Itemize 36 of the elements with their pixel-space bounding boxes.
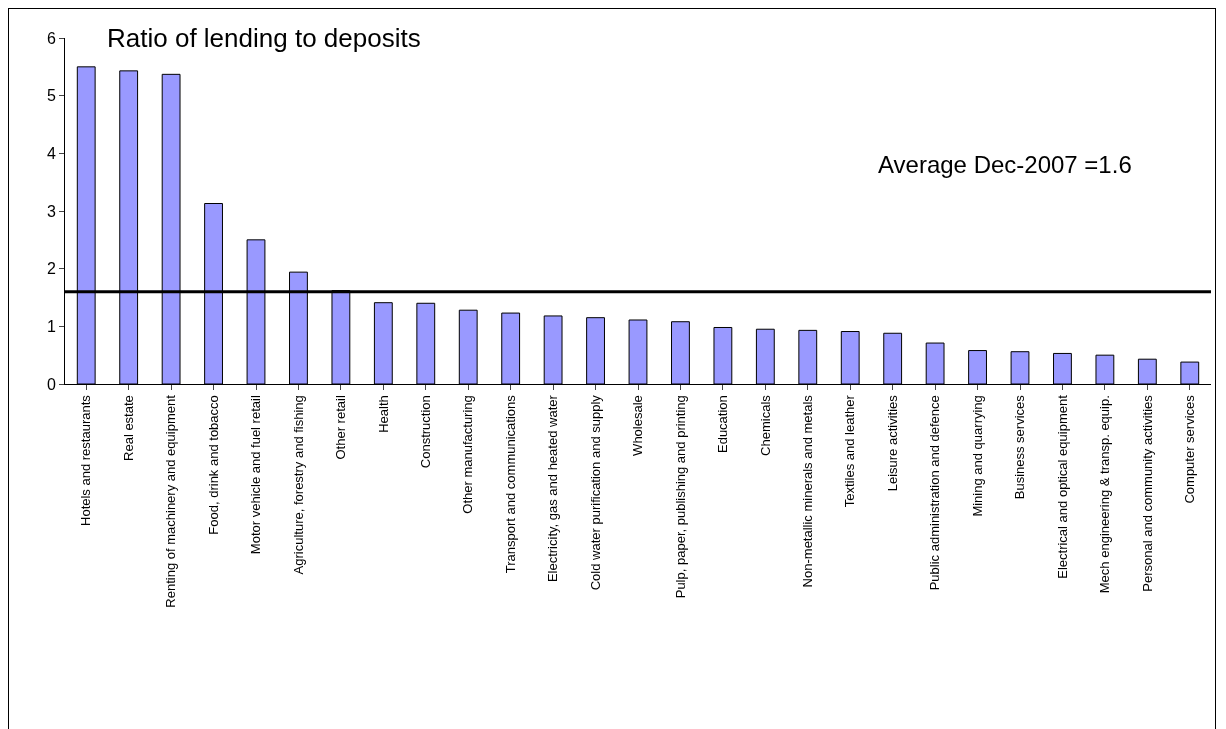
x-tick-label: Health [375, 395, 391, 433]
y-tick-label: 2 [46, 260, 56, 278]
y-tick-label: 6 [46, 29, 56, 47]
x-tick-label: Mining and quarrying [969, 395, 985, 517]
y-tick-label: 5 [46, 87, 56, 105]
x-tick-label: Pulp, paper, publishing and printing [672, 395, 688, 599]
x-tick-label: Public administration and defence [927, 395, 943, 591]
x-tick-label: Wholesale [630, 395, 646, 456]
x-tick-label: Electricity, gas and heated water [545, 394, 561, 583]
x-tick-label: Mech engineering & transp. equip. [1097, 395, 1113, 594]
x-tick-label: Personal and community activities [1139, 394, 1155, 592]
x-tick-label: Transport and communications [502, 394, 518, 574]
x-tick-label: Construction [418, 395, 434, 469]
x-tick-label: Education [715, 395, 731, 454]
y-tick-label: 4 [46, 144, 56, 162]
x-tick-label: Business services [1012, 394, 1028, 500]
ref-line-label: Average Dec-2007 =1.6 [878, 151, 1132, 178]
x-tick-label: Electrical and optical equipment [1054, 394, 1070, 579]
y-tick-label: 3 [46, 202, 56, 220]
x-tick-label: Non-metallic minerals and metals [800, 394, 816, 588]
y-tick-label: 0 [46, 375, 56, 393]
x-tick-label: Textiles and leather [842, 394, 858, 508]
x-tick-label: Agriculture, forestry and fishing [290, 395, 306, 575]
x-tick-label: Other retail [333, 395, 349, 460]
x-tick-label: Hotels and restaurants [78, 394, 94, 526]
x-tick-label: Chemicals [757, 394, 773, 456]
x-tick-label: Cold water purification and supply [587, 394, 603, 591]
x-tick-label: Leisure activities [884, 394, 900, 492]
x-tick-label: Real estate [120, 395, 136, 461]
y-tick-label: 1 [46, 317, 56, 335]
x-tick-label: Food, drink and tobacco [205, 395, 221, 535]
chart-title: Ratio of lending to deposits [107, 23, 421, 53]
x-tick-label: Motor vehicle and fuel retail [248, 395, 264, 555]
x-tick-label: Computer services [1182, 394, 1198, 504]
x-tick-label: Other manufacturing [460, 395, 476, 514]
x-tick-label: Renting of machinery and equipment [163, 394, 179, 608]
